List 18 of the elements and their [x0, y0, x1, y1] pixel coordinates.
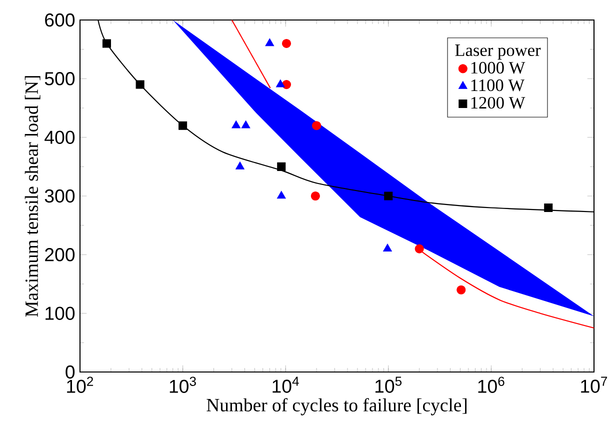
x-axis-title: Number of cycles to failure [cycle] [206, 398, 467, 416]
y-tick-label: 400 [44, 130, 75, 144]
x-tick-label: 10$^{4}$ [272, 376, 299, 393]
y-tick-label: 0 [66, 365, 75, 379]
y-tick-label: 600 [45, 13, 75, 27]
legend-label: 1000 W [471, 62, 526, 74]
y-tick-label: 300 [44, 189, 75, 203]
y-axis-title: Maximum tensile shear load [N] [24, 76, 40, 317]
legend-title: Laser power [455, 44, 541, 60]
legend-label: 1100 W [471, 79, 525, 92]
x-tick-label: 10$^{7}$ [581, 376, 608, 393]
legend-label: 1200 W [471, 96, 526, 109]
x-tick-label: 10$^{5}$ [375, 376, 402, 393]
y-tick-label: 100 [46, 306, 75, 320]
x-tick-label: 10$^{6}$ [478, 376, 504, 393]
y-tick-label: 500 [44, 72, 75, 86]
x-tick-label: 10$^{3}$ [170, 376, 196, 393]
y-tick-label: 200 [45, 248, 75, 262]
